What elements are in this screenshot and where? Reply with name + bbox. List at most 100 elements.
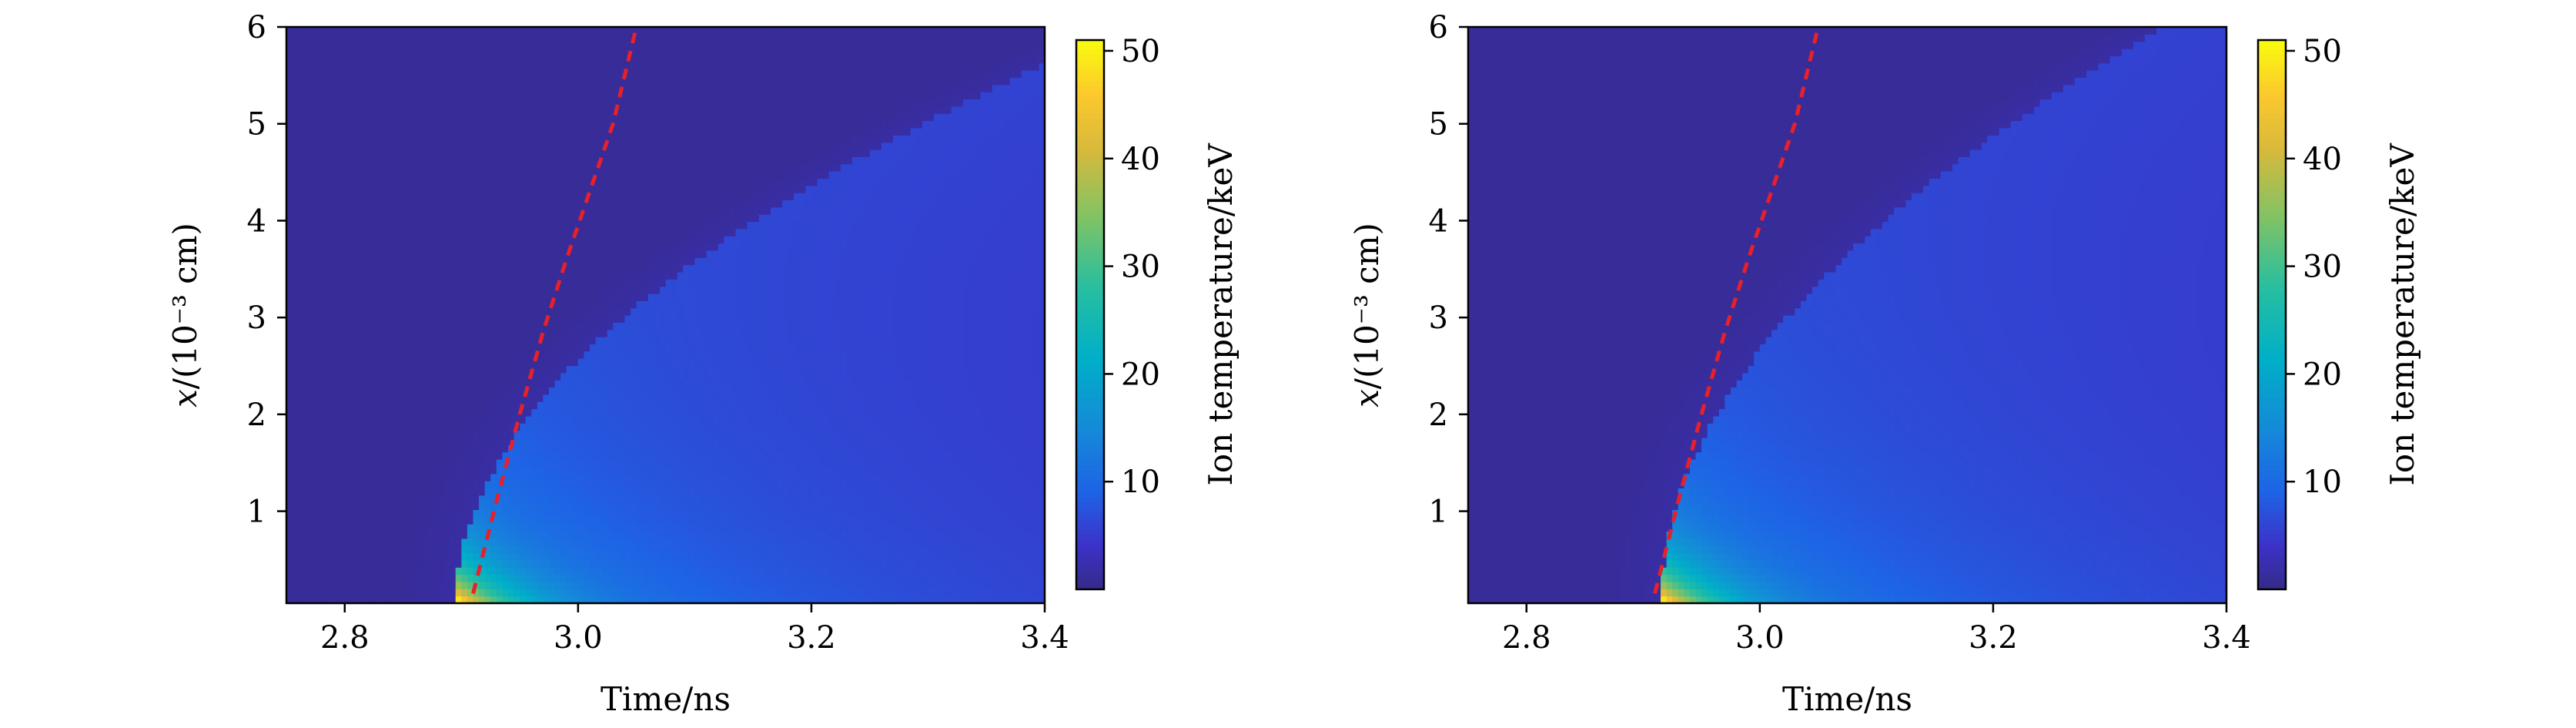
heatmap-cell	[414, 473, 421, 481]
heatmap-cell	[631, 372, 637, 381]
heatmap-cell	[443, 430, 450, 438]
heatmap-cell	[426, 271, 433, 280]
heatmap-cell	[432, 387, 439, 395]
heatmap-cell	[514, 113, 520, 122]
heatmap-cell	[631, 401, 637, 410]
heatmap-cell	[309, 552, 316, 561]
heatmap-cell	[566, 552, 573, 561]
heatmap-cell	[303, 236, 310, 244]
heatmap-cell	[391, 55, 398, 64]
heatmap-cell	[356, 214, 363, 223]
heatmap-cell	[309, 77, 316, 86]
heatmap-cell	[642, 473, 649, 481]
heatmap-cell	[344, 401, 351, 410]
heatmap-cell	[537, 380, 544, 388]
heatmap-cell	[333, 495, 340, 503]
heatmap-cell	[396, 344, 404, 352]
heatmap-cell	[420, 473, 427, 481]
heatmap-cell	[327, 445, 334, 453]
heatmap-cell	[368, 574, 375, 582]
heatmap-cell	[514, 206, 520, 215]
heatmap-cell	[507, 178, 515, 186]
heatmap-cell	[298, 257, 305, 266]
heatmap-cell	[426, 380, 433, 388]
heatmap-cell	[554, 337, 561, 344]
heatmap-cell	[333, 221, 340, 230]
heatmap-cell	[426, 337, 433, 344]
heatmap-cell	[560, 271, 567, 280]
heatmap-cell	[438, 358, 445, 367]
heatmap-cell	[368, 545, 375, 554]
heatmap-cell	[350, 163, 357, 172]
heatmap-cell	[380, 264, 386, 273]
heatmap-cell	[396, 92, 404, 100]
heatmap-cell	[443, 516, 450, 525]
heatmap-cell	[333, 502, 340, 511]
heatmap-cell	[607, 55, 614, 64]
heatmap-cell	[484, 279, 491, 287]
heatmap-cell	[443, 581, 450, 589]
heatmap-cell	[350, 300, 357, 309]
heatmap-cell	[409, 27, 416, 35]
heatmap-cell	[502, 337, 509, 344]
heatmap-cell	[362, 236, 369, 244]
heatmap-cell	[339, 524, 346, 532]
heatmap-cell	[520, 92, 527, 100]
heatmap-cell	[344, 243, 351, 251]
heatmap-cell	[420, 163, 427, 172]
heatmap-cell	[315, 552, 323, 561]
heatmap-cell	[502, 120, 509, 129]
heatmap-cell	[455, 372, 462, 381]
heatmap-cell	[321, 279, 328, 287]
heatmap-cell	[350, 466, 357, 475]
heatmap-cell	[514, 415, 520, 424]
heatmap-cell	[292, 49, 299, 56]
heatmap-cell	[396, 358, 404, 367]
heatmap-cell	[362, 430, 369, 438]
heatmap-cell	[420, 200, 427, 208]
heatmap-cell	[443, 408, 450, 417]
heatmap-cell	[631, 365, 637, 374]
heatmap-cell	[303, 41, 310, 49]
heatmap-cell	[618, 257, 626, 266]
heatmap-cell	[303, 574, 310, 582]
heatmap-cell	[642, 559, 649, 568]
heatmap-cell	[636, 120, 643, 129]
heatmap-cell	[647, 589, 654, 597]
heatmap-cell	[520, 221, 527, 230]
heatmap-cell	[298, 142, 305, 150]
heatmap-cell	[350, 451, 357, 460]
heatmap-cell	[420, 236, 427, 244]
heatmap-cell	[426, 70, 433, 79]
heatmap-cell	[548, 113, 556, 122]
heatmap-cell	[590, 559, 597, 568]
heatmap-cell	[344, 495, 351, 503]
heatmap-cell	[543, 495, 550, 503]
heatmap-cell	[373, 401, 380, 410]
heatmap-cell	[362, 99, 369, 107]
heatmap-cell	[490, 99, 497, 107]
heatmap-cell	[450, 545, 457, 554]
heatmap-cell	[403, 178, 410, 186]
heatmap-cell	[537, 415, 544, 424]
heatmap-cell	[595, 351, 602, 359]
heatmap-cell	[636, 372, 643, 381]
heatmap-cell	[333, 394, 340, 402]
heatmap-cell	[461, 55, 468, 64]
heatmap-cell	[525, 509, 532, 518]
heatmap-cell	[420, 559, 427, 568]
heatmap-cell	[642, 193, 649, 200]
heatmap-cell	[507, 524, 515, 532]
heatmap-cell	[286, 156, 293, 165]
heatmap-cell	[507, 307, 515, 316]
heatmap-cell	[624, 394, 631, 402]
heatmap-cell	[613, 293, 620, 301]
heatmap-cell	[560, 531, 567, 539]
heatmap-cell	[525, 279, 532, 287]
heatmap-cell	[613, 62, 620, 71]
heatmap-cell	[613, 423, 620, 431]
heatmap-cell	[461, 62, 468, 71]
heatmap-cell	[455, 250, 462, 258]
heatmap-cell	[321, 250, 328, 258]
heatmap-cell	[380, 92, 386, 100]
